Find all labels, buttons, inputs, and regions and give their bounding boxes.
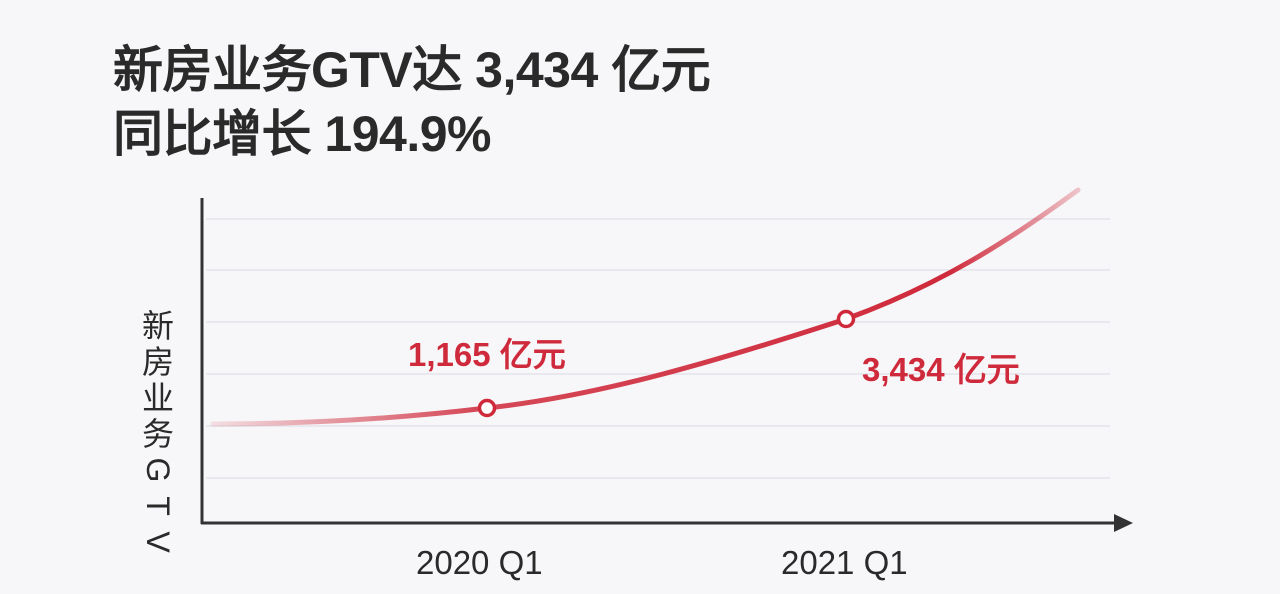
x-tick-2020q1: 2020 Q1 [416, 544, 543, 581]
annotation-2020q1: 1,165 亿元 [408, 336, 566, 373]
x-axis-arrow-icon [1114, 514, 1133, 532]
chart-title: 新房业务GTV达 3,434 亿元 同比增长 194.9% [113, 38, 711, 166]
x-tick-2021q1: 2021 Q1 [781, 544, 908, 581]
title-line-2: 同比增长 194.9% [113, 106, 491, 162]
title-line-1: 新房业务GTV达 3,434 亿元 [113, 42, 711, 98]
point-2020q1 [477, 398, 497, 418]
gtv-line [210, 187, 1081, 427]
annotation-2021q1: 3,434 亿元 [862, 351, 1020, 388]
y-axis-label: 新 房 业 务 G T V [140, 308, 176, 553]
gridlines [206, 218, 1110, 479]
point-2021q1 [836, 309, 856, 329]
